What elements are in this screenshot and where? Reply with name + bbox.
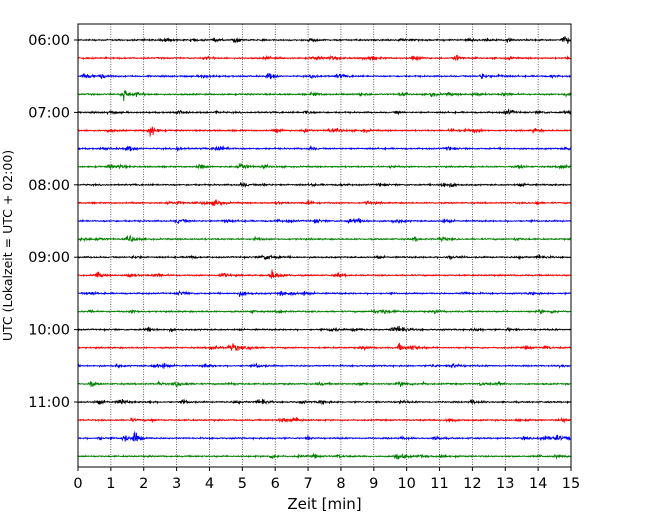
- trace-1115: [77, 416, 572, 424]
- x-tick-label: 5: [238, 476, 247, 492]
- x-tick-label: 1: [106, 476, 115, 492]
- y-tick-label: 09:00: [28, 250, 70, 266]
- y-axis-label: UTC (Lokalzeit = UTC + 02:00): [0, 150, 15, 341]
- trace-1045: [77, 380, 572, 388]
- trace-1015: [77, 342, 572, 352]
- x-tick-label: 15: [562, 476, 580, 492]
- trace-0645: [77, 90, 572, 102]
- x-tick-label: 9: [369, 476, 378, 492]
- trace-0930: [77, 289, 572, 298]
- x-tick-label: 3: [172, 476, 181, 492]
- trace-0730: [77, 145, 572, 153]
- trace-0615: [77, 54, 572, 62]
- trace-0800: [77, 181, 572, 188]
- x-tick-label: 12: [463, 476, 481, 492]
- x-tick-label: 8: [336, 476, 345, 492]
- x-axis-ticks: 0 1 2 3 4 5 6 7 8 9 10 11 12 13 14 15: [73, 467, 580, 492]
- trace-0830: [77, 217, 572, 225]
- y-tick-label: 11:00: [28, 395, 70, 411]
- plot-frame: [77, 23, 572, 468]
- trace-1145: [77, 452, 572, 460]
- trace-1000: [77, 325, 572, 333]
- x-tick-label: 13: [496, 476, 514, 492]
- trace-0600: [77, 36, 572, 44]
- trace-0815: [77, 199, 572, 207]
- trace-0700: [77, 108, 572, 116]
- trace-0745: [77, 162, 572, 170]
- x-tick-label: 2: [139, 476, 148, 492]
- x-tick-label: 4: [205, 476, 214, 492]
- x-tick-label: 11: [430, 476, 448, 492]
- x-axis-label: Zeit [min]: [287, 495, 361, 513]
- x-tick-label: 7: [303, 476, 312, 492]
- trace-0915: [77, 269, 572, 279]
- trace-1100: [77, 398, 572, 405]
- x-tick-label: 14: [529, 476, 547, 492]
- trace-0630: [77, 72, 572, 80]
- trace-1030: [77, 362, 572, 369]
- x-tick-label: 6: [271, 476, 280, 492]
- trace-series: [77, 36, 572, 460]
- trace-0945: [77, 308, 572, 315]
- trace-0845: [77, 234, 572, 243]
- x-tick-label: 10: [397, 476, 415, 492]
- y-tick-label: 10:00: [28, 323, 70, 339]
- y-tick-label: 08:00: [28, 178, 70, 194]
- y-tick-label: 07:00: [28, 105, 70, 121]
- y-axis-ticks: 06:00 07:00 08:00 09:00 10:00 11:00: [28, 33, 78, 411]
- trace-1130: [77, 431, 572, 443]
- trace-0715: [77, 126, 572, 137]
- y-tick-label: 06:00: [28, 33, 70, 49]
- x-tick-label: 0: [73, 476, 82, 492]
- trace-0900: [77, 254, 572, 261]
